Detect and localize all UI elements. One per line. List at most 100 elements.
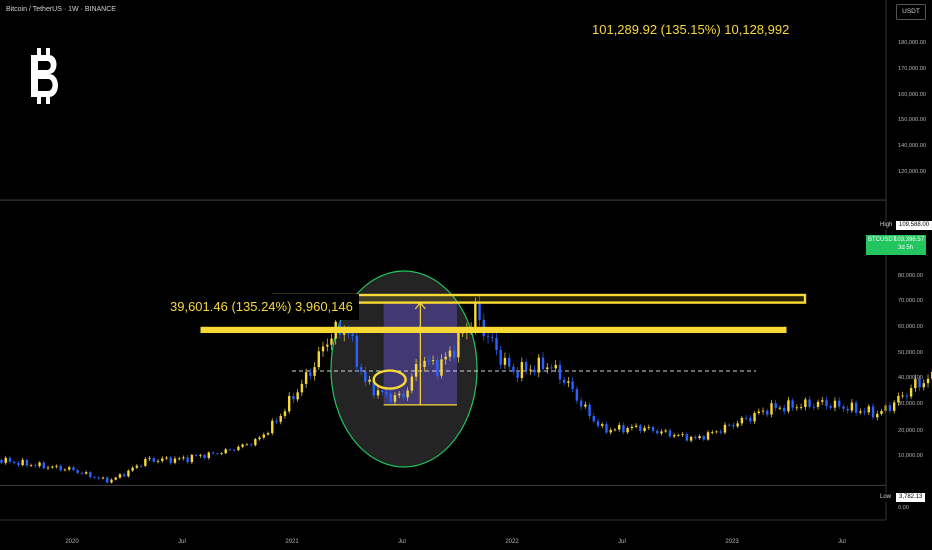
candle-body	[677, 434, 680, 436]
candle-body	[414, 364, 418, 377]
price-tick-label: 20,000.00	[898, 428, 923, 434]
price-tick-label: 140,000.00	[898, 143, 926, 149]
candle-body	[702, 436, 705, 440]
candle-body	[833, 400, 837, 408]
candle-body	[440, 359, 443, 376]
symbol-title: Bitcoin / TetherUS · 1W · BINANCE	[6, 6, 116, 13]
candle-body	[423, 360, 426, 367]
candle-body	[156, 460, 160, 462]
candle-body	[385, 392, 388, 394]
candle-body	[926, 378, 930, 384]
candle-body	[643, 427, 646, 431]
candle-body	[782, 407, 786, 412]
candle-body	[491, 337, 494, 339]
candle-body	[486, 336, 490, 338]
candle-body	[736, 423, 739, 427]
candle-body	[122, 474, 126, 477]
candle-body	[224, 449, 227, 454]
candle-body	[381, 390, 384, 393]
horizontal-grid	[0, 199, 886, 486]
candle-body	[258, 437, 261, 440]
candle-body	[4, 457, 7, 463]
candle-body	[719, 431, 722, 433]
candle-body	[131, 467, 134, 471]
candle-body	[626, 428, 629, 433]
candle-body	[651, 427, 655, 431]
price-tick-label: 170,000.00	[898, 66, 926, 72]
candle-body	[393, 395, 397, 402]
candle-body	[757, 411, 760, 414]
candle-body	[541, 357, 545, 370]
candle-body	[507, 357, 511, 367]
candle-body	[262, 434, 265, 438]
candle-body	[914, 379, 917, 389]
candle-body	[402, 393, 405, 398]
low-marker-value: 3,782.13	[896, 493, 926, 502]
candle-body	[732, 424, 735, 427]
candle-body	[101, 477, 105, 479]
candle-body	[579, 400, 583, 407]
resistance-zone-lower	[200, 326, 787, 333]
candle-body	[89, 472, 92, 478]
candle-body	[427, 360, 430, 362]
candle-body	[596, 421, 600, 426]
candle-body	[8, 457, 12, 462]
candle-body	[228, 449, 232, 451]
candle-body	[220, 453, 223, 455]
candle-body	[351, 333, 354, 336]
current-price: 103,396.57	[894, 237, 925, 243]
candle-body	[821, 400, 824, 402]
candle-body	[17, 462, 20, 466]
candle-body	[575, 389, 579, 401]
candle-body	[97, 477, 100, 479]
candle-body	[609, 429, 612, 433]
candle-body	[287, 395, 291, 412]
candle-body	[139, 465, 143, 467]
candle-body	[452, 350, 456, 358]
candle-body	[744, 417, 748, 419]
candle-body	[516, 371, 519, 379]
candle-body	[533, 369, 536, 373]
candle-body	[457, 332, 460, 358]
current-countdown: 3d 5h	[898, 245, 914, 251]
price-tick-label: 60,000.00	[898, 324, 923, 330]
candle-body	[359, 367, 363, 372]
candle-body	[592, 416, 595, 422]
candle-body	[537, 357, 540, 373]
candle-body	[787, 400, 790, 412]
candle-body	[283, 411, 287, 416]
candle-body	[237, 446, 240, 451]
candle-body	[622, 425, 625, 433]
price-tick-label: 80,000.00	[898, 273, 923, 279]
high-marker-value: 109,588.00	[896, 221, 932, 230]
candle-body	[144, 458, 147, 466]
candle-body	[80, 472, 84, 474]
currency-selector[interactable]: USDT	[896, 4, 926, 20]
candle-body	[778, 407, 782, 409]
candle-body	[169, 457, 172, 463]
current-symbol: BTCUSDT	[868, 237, 897, 243]
candle-body	[918, 379, 921, 388]
price-tick-label: 120,000.00	[898, 169, 926, 175]
candle-body	[279, 415, 282, 422]
candle-body	[448, 350, 452, 357]
candle-body	[21, 459, 24, 466]
candle-body	[368, 379, 371, 382]
candle-body	[846, 408, 849, 411]
candle-body	[871, 406, 875, 418]
candle-body	[271, 420, 274, 434]
candle-body	[816, 401, 820, 407]
candle-body	[266, 433, 270, 435]
candle-body	[854, 402, 858, 413]
candle-body	[613, 429, 617, 431]
candle-body	[799, 407, 803, 408]
candle-body	[51, 466, 54, 468]
candle-body	[232, 449, 236, 451]
candle-body	[588, 404, 591, 417]
candle-body	[127, 470, 130, 477]
candle-body	[605, 424, 608, 433]
candle-body	[148, 458, 151, 459]
candle-body	[706, 432, 710, 440]
candle-body	[161, 458, 164, 461]
